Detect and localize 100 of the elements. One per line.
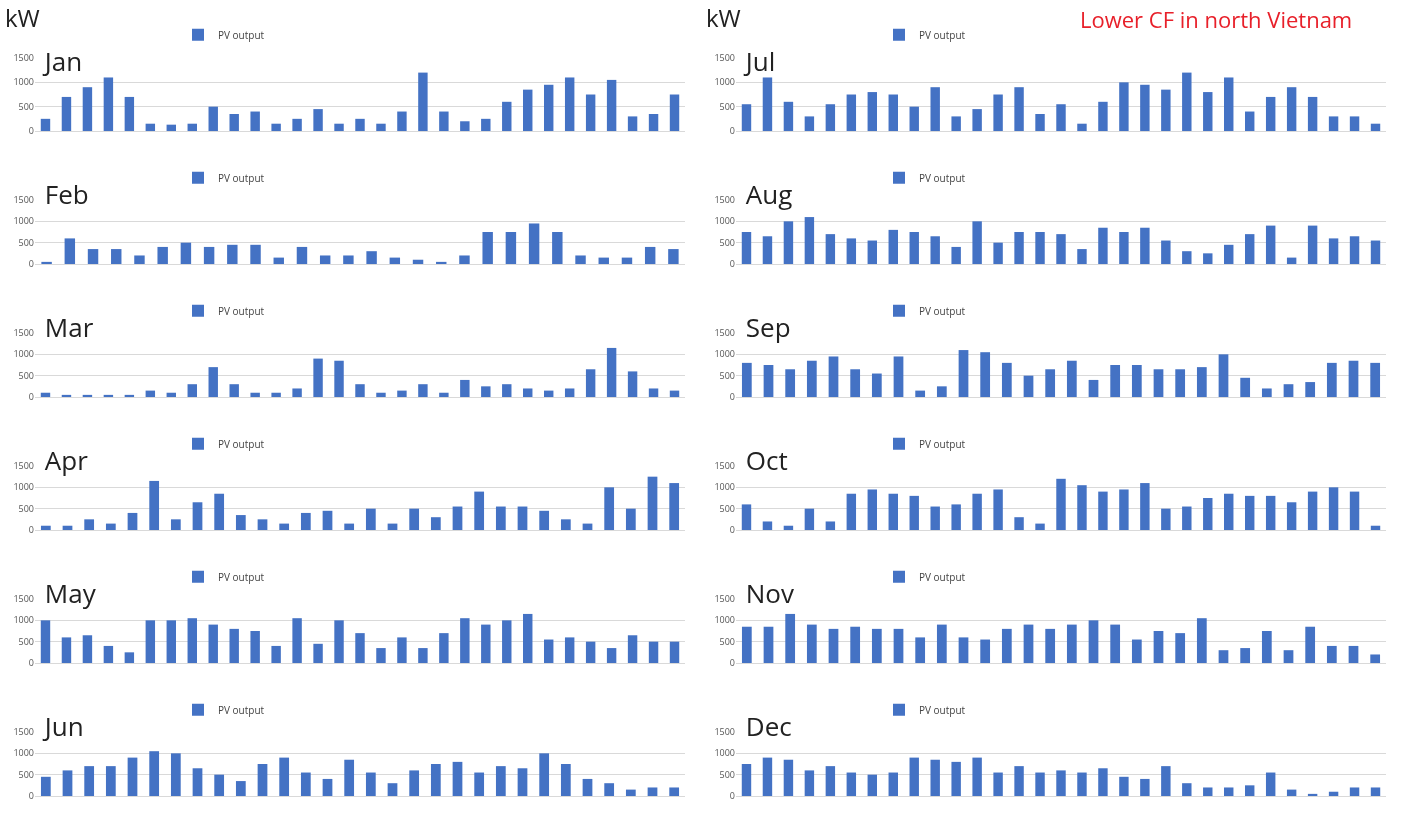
legend-label: PV output xyxy=(919,27,966,42)
bar xyxy=(893,628,904,663)
bar xyxy=(783,759,794,796)
bar xyxy=(1119,489,1129,530)
bar xyxy=(1326,645,1337,663)
bar xyxy=(850,626,861,663)
chart-title: Jun xyxy=(41,708,84,745)
bar xyxy=(313,109,323,131)
bar xyxy=(229,113,239,131)
bar xyxy=(1370,525,1381,530)
bar xyxy=(846,94,857,131)
bar xyxy=(741,504,752,530)
bar xyxy=(397,111,407,131)
bar xyxy=(543,84,554,131)
bar xyxy=(825,104,836,131)
bar xyxy=(1265,495,1276,530)
bar xyxy=(62,770,73,796)
text: Lower CF in north Vietnam xyxy=(1080,4,1353,34)
bar xyxy=(1196,367,1207,397)
bar xyxy=(930,236,940,264)
bar xyxy=(149,480,160,530)
bar xyxy=(250,111,260,131)
bar xyxy=(1307,793,1318,796)
bar xyxy=(627,116,638,131)
y-tick-label: 0 xyxy=(28,789,34,803)
bar xyxy=(235,781,246,796)
bar xyxy=(64,238,76,264)
bar xyxy=(250,244,261,264)
y-tick-label: 500 xyxy=(18,767,34,781)
bar xyxy=(1140,778,1150,796)
bar xyxy=(82,87,93,131)
legend-label: PV output xyxy=(919,702,966,717)
bar xyxy=(1035,232,1045,264)
bar xyxy=(1182,72,1192,131)
y-tick-label: 1000 xyxy=(714,613,735,627)
bar xyxy=(741,626,752,663)
bar xyxy=(460,121,470,131)
bar xyxy=(909,106,919,131)
y-tick-label: 0 xyxy=(28,523,34,537)
bar xyxy=(105,523,116,530)
chart-title: Oct xyxy=(745,442,788,479)
bar xyxy=(1370,123,1381,131)
bar xyxy=(804,217,815,264)
bar xyxy=(585,641,596,663)
bar xyxy=(481,624,491,663)
bar xyxy=(322,510,333,530)
bar xyxy=(993,94,1003,131)
bar xyxy=(187,618,197,663)
legend-label: PV output xyxy=(218,569,265,584)
bar xyxy=(1045,369,1056,397)
bar xyxy=(1307,491,1318,530)
bar xyxy=(1224,244,1234,264)
bar xyxy=(1014,517,1024,530)
bar xyxy=(606,648,617,663)
y-tick-label: 500 xyxy=(719,235,735,249)
bar xyxy=(376,123,386,131)
bar xyxy=(972,221,982,264)
bar xyxy=(763,626,774,663)
bar xyxy=(804,508,815,530)
bar xyxy=(87,249,99,264)
bar xyxy=(157,246,168,264)
bar xyxy=(1305,382,1316,397)
bar xyxy=(828,628,839,663)
chart-title: Aug xyxy=(745,176,793,213)
legend-label: PV output xyxy=(919,569,966,584)
bar xyxy=(741,764,752,796)
y-tick-label: 0 xyxy=(729,124,735,138)
bar xyxy=(606,347,617,397)
y-tick-label: 1000 xyxy=(714,214,735,228)
bar xyxy=(397,390,407,397)
bar xyxy=(1098,491,1108,530)
bar xyxy=(1328,791,1339,796)
bar xyxy=(1088,379,1099,397)
chart-title: Jan xyxy=(41,43,83,80)
bar xyxy=(192,502,203,530)
bar xyxy=(235,515,246,530)
bar xyxy=(1110,365,1121,397)
bar xyxy=(1077,123,1087,131)
bar xyxy=(762,521,773,530)
bar xyxy=(647,476,658,530)
bar xyxy=(915,390,926,397)
bar xyxy=(460,618,470,663)
bar xyxy=(958,637,969,663)
bar xyxy=(322,778,333,796)
bar xyxy=(505,232,517,264)
bar xyxy=(271,123,281,131)
bar xyxy=(1023,624,1034,663)
bar xyxy=(825,521,836,530)
bar xyxy=(993,772,1003,796)
bar xyxy=(972,109,982,131)
bar xyxy=(604,783,615,796)
bar xyxy=(582,778,593,796)
bar xyxy=(762,77,773,131)
bar xyxy=(365,508,376,530)
bar xyxy=(1182,783,1192,796)
bar xyxy=(625,789,636,796)
bar xyxy=(560,519,571,530)
bar xyxy=(376,648,386,663)
bar xyxy=(1283,384,1294,397)
bar xyxy=(1077,772,1087,796)
